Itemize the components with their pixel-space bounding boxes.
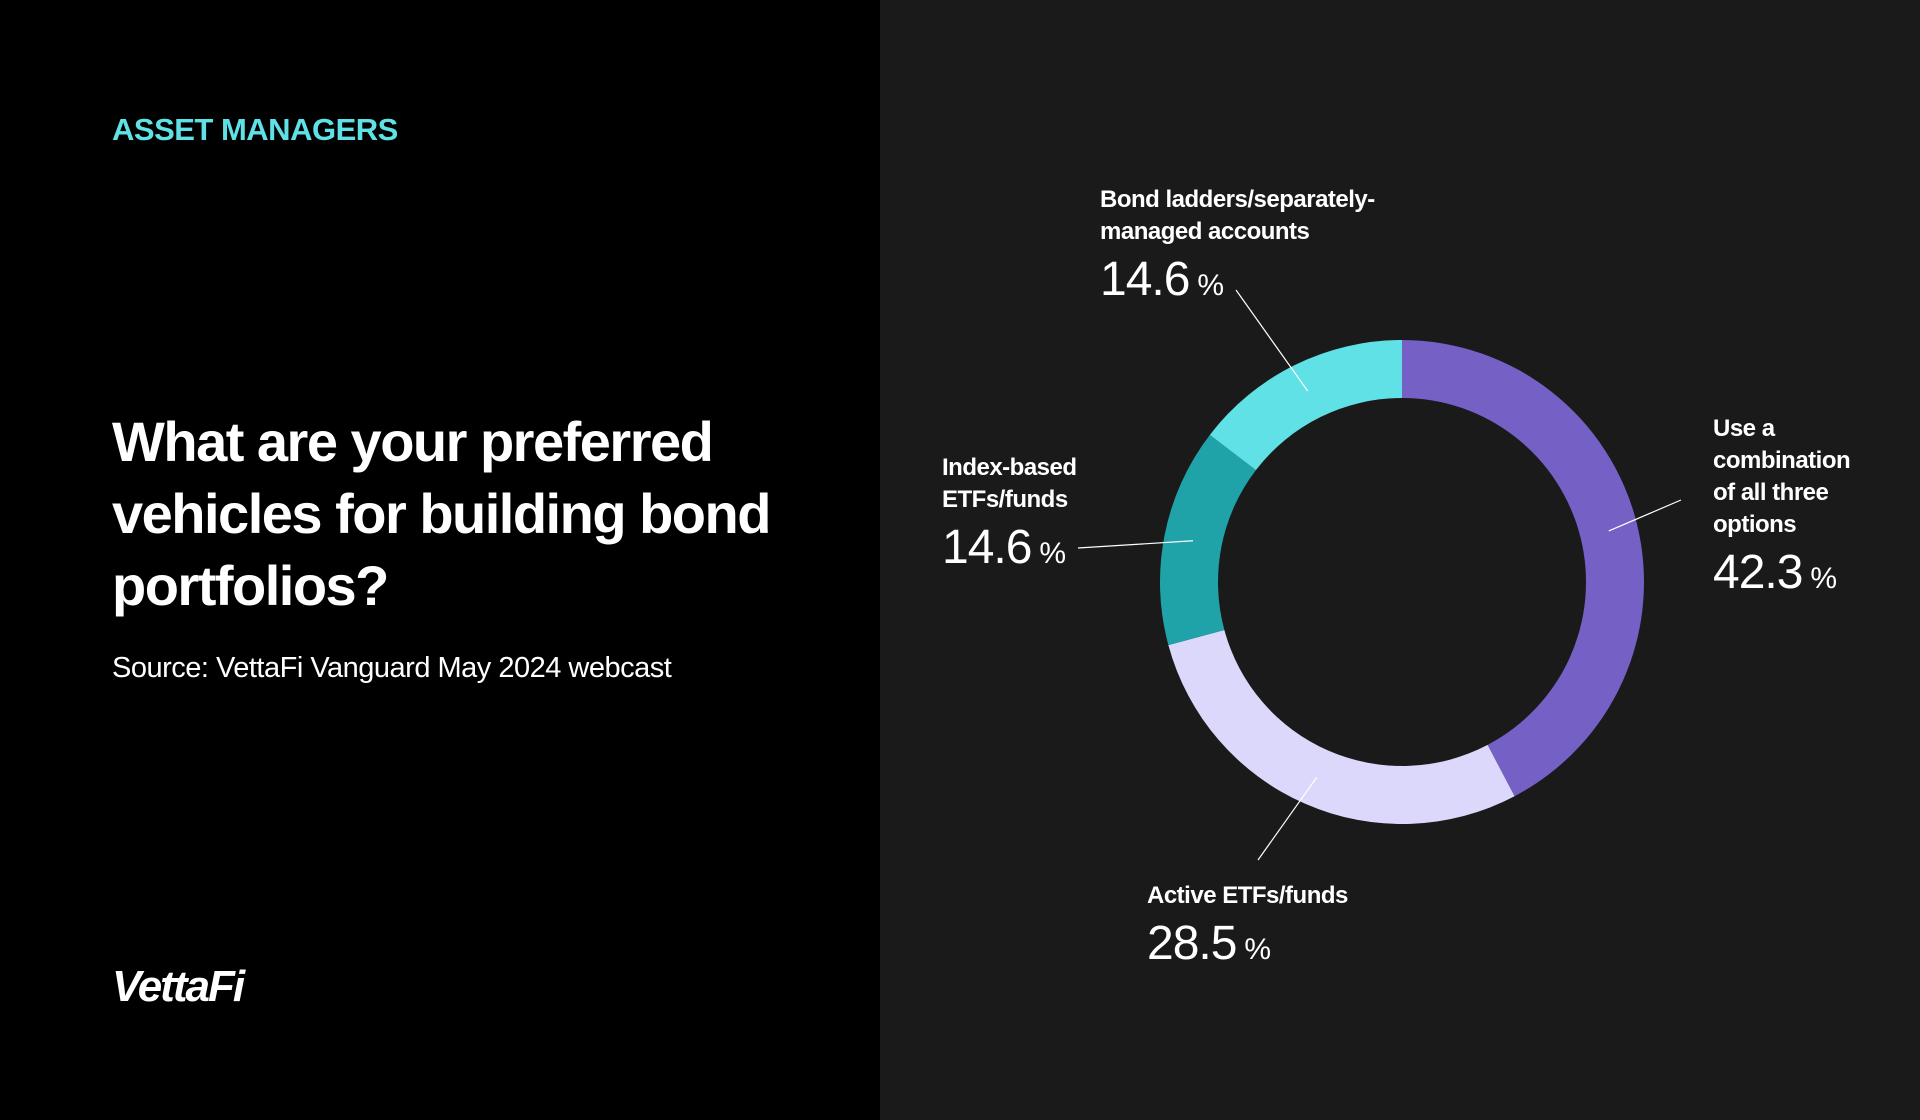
slice-label-name: Use a combination of all three options — [1713, 413, 1851, 541]
slice-value-number: 14.6 — [942, 521, 1032, 574]
slice-value-number: 42.3 — [1713, 546, 1803, 599]
slice-active — [1168, 629, 1515, 824]
left-panel: ASSET MANAGERS What are your preferred v… — [0, 0, 880, 1120]
label-combination: Use a combination of all three options 42.3% — [1713, 413, 1851, 600]
donut-chart — [1077, 289, 1682, 861]
slice-label-line: ETFs/funds — [942, 486, 1068, 513]
slice-label-line: combination — [1713, 447, 1851, 474]
slice-label-line: Use a — [1713, 415, 1775, 442]
vettafi-logo: VettaFi — [112, 962, 245, 1011]
leader-line-combination — [1608, 499, 1682, 532]
slice-value-unit: % — [1039, 537, 1067, 570]
source-note: Source: VettaFi Vanguard May 2024 webcas… — [112, 652, 672, 684]
slice-value-number: 28.5 — [1147, 917, 1237, 970]
slice-value-unit: % — [1197, 269, 1225, 302]
slice-value-label: 42.3% — [1713, 545, 1850, 600]
slice-index — [1160, 434, 1256, 646]
leader-line-bond-ladders — [1235, 289, 1309, 392]
slice-label-line: Active ETFs/funds — [1147, 882, 1348, 909]
slice-value-number: 14.6 — [1100, 253, 1190, 306]
label-active: Active ETFs/funds 28.5% — [1147, 880, 1348, 971]
slice-label-line: of all three — [1713, 479, 1829, 506]
slice-label-line: managed accounts — [1100, 218, 1310, 245]
label-bond-ladders: Bond ladders/separately-managed accounts… — [1100, 184, 1375, 307]
leader-line-active — [1257, 776, 1318, 861]
slice-value-label: 14.6% — [1100, 252, 1375, 307]
slice-value-unit: % — [1810, 562, 1838, 595]
slice-label-name: Bond ladders/separately-managed accounts — [1100, 184, 1375, 248]
category-kicker: ASSET MANAGERS — [112, 112, 398, 147]
slice-value-unit: % — [1244, 933, 1272, 966]
slice-combination — [1402, 340, 1644, 797]
slice-label-name: Index-based ETFs/funds — [942, 452, 1077, 516]
slice-label-line: Index-based — [942, 454, 1077, 481]
chart-panel: Use a combination of all three options 42.3%… — [880, 0, 1920, 1120]
slice-label-line: options — [1713, 511, 1797, 538]
slice-label-name: Active ETFs/funds — [1147, 880, 1348, 912]
slice-value-label: 28.5% — [1147, 916, 1348, 971]
slice-bond-ladders — [1209, 340, 1402, 471]
label-index: Index-based ETFs/funds 14.6% — [942, 452, 1077, 575]
slice-label-line: Bond ladders/separately- — [1100, 186, 1375, 213]
slice-value-label: 14.6% — [942, 520, 1077, 575]
leader-line-index — [1077, 540, 1194, 549]
question-title: What are your preferred vehicles for bui… — [112, 410, 771, 617]
